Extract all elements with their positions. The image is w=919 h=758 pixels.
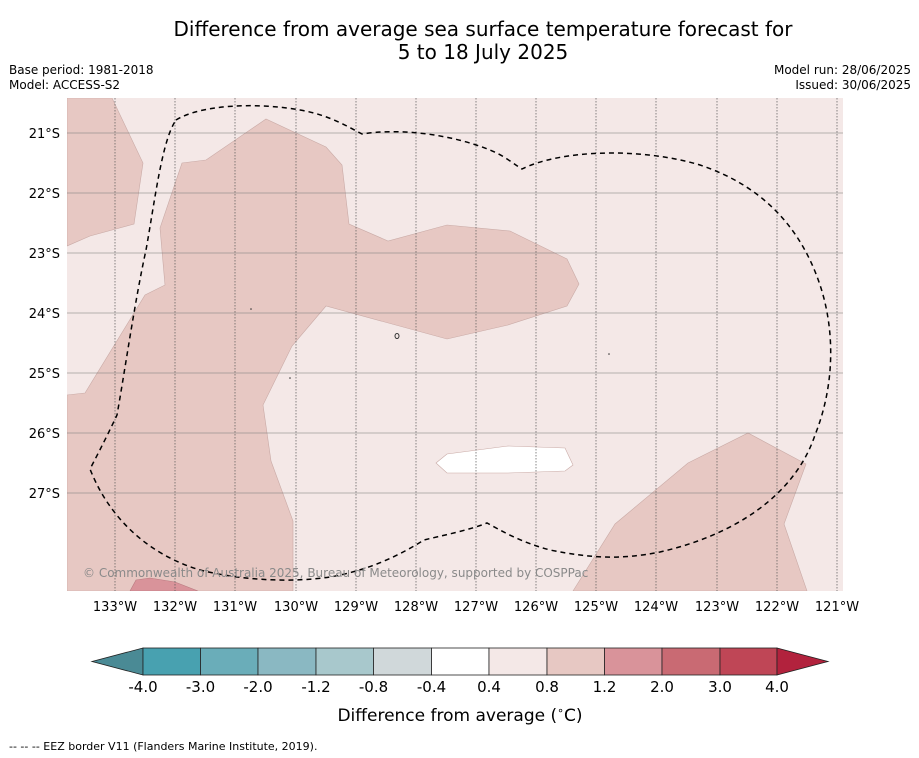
lat-label: 27°S	[29, 487, 60, 502]
colorbar-tick: 0.4	[477, 678, 501, 696]
lon-label: 122°W	[755, 600, 799, 615]
longitude-gridlines	[114, 98, 838, 591]
latitude-gridlines	[67, 132, 843, 494]
island	[608, 353, 610, 355]
colorbar-tick: -3.0	[186, 678, 215, 696]
colorbar-segment	[200, 647, 259, 676]
lon-label: 131°W	[213, 600, 257, 615]
island	[394, 333, 400, 339]
lon-label: 123°W	[695, 600, 739, 615]
model-text: Model: ACCESS-S2	[9, 78, 121, 92]
anomaly-region-southeast	[572, 432, 808, 591]
meta-left: Base period: 1981-2018 Model: ACCESS-S2	[9, 63, 154, 93]
near-average-region	[435, 445, 574, 474]
lon-label: 132°W	[153, 600, 197, 615]
copyright-text: © Commonwealth of Australia 2025, Bureau…	[83, 566, 588, 580]
colorbar-segment	[431, 647, 490, 676]
colorbar-extend-low	[90, 647, 144, 676]
colorbar	[90, 647, 830, 676]
anomaly-region-northwest	[67, 98, 144, 247]
colorbar-tick: 3.0	[708, 678, 732, 696]
base-period-text: Base period: 1981-2018	[9, 63, 154, 77]
anomaly-region-central	[67, 118, 580, 591]
anomaly-regions	[67, 98, 808, 591]
island	[250, 308, 252, 310]
colorbar-tick: -0.4	[417, 678, 446, 696]
lat-label: 26°S	[29, 427, 60, 442]
chart-title: Difference from average sea surface temp…	[0, 18, 919, 64]
lon-label: 125°W	[574, 600, 618, 615]
lon-label: 126°W	[514, 600, 558, 615]
footnote: -- -- -- EEZ border V11 (Flanders Marine…	[9, 740, 318, 753]
model-run-text: Model run: 28/06/2025	[773, 63, 911, 77]
colorbar-tick: 1.2	[593, 678, 617, 696]
longitude-labels: 133°W 132°W 131°W 130°W 129°W 128°W 127°…	[93, 600, 859, 615]
lon-label: 121°W	[815, 600, 859, 615]
lat-label: 24°S	[29, 307, 60, 322]
lat-label: 23°S	[29, 247, 60, 262]
colorbar-segment	[546, 647, 605, 676]
colorbar-segment	[661, 647, 721, 676]
colorbar-tick: -2.0	[243, 678, 272, 696]
colorbar-segment	[142, 647, 201, 676]
colorbar-extend-high	[776, 647, 830, 676]
colorbar-tick-labels: -4.0 -3.0 -2.0 -1.2 -0.8 -0.4 0.4 0.8 1.…	[128, 678, 789, 696]
colorbar-segment	[719, 647, 778, 676]
colorbar-segment	[488, 647, 548, 676]
lon-label: 124°W	[634, 600, 678, 615]
meta-right: Model run: 28/06/2025 Issued: 30/06/2025	[774, 63, 911, 93]
title-line-1: Difference from average sea surface temp…	[173, 17, 793, 41]
lon-label: 133°W	[93, 600, 137, 615]
latitude-labels: 21°S 22°S 23°S 24°S 25°S 26°S 27°S	[29, 127, 60, 502]
colorbar-tick: 0.8	[535, 678, 559, 696]
anomaly-region-southwest-warm	[129, 577, 199, 591]
lon-label: 127°W	[454, 600, 498, 615]
colorbar-segment	[257, 647, 317, 676]
colorbar-segment	[315, 647, 374, 676]
colorbar-tick: 4.0	[765, 678, 789, 696]
lat-label: 21°S	[29, 127, 60, 142]
colorbar-segment	[604, 647, 663, 676]
title-line-2: 5 to 18 July 2025	[397, 40, 569, 64]
lon-label: 129°W	[334, 600, 378, 615]
issued-text: Issued: 30/06/2025	[795, 78, 911, 92]
colorbar-tick: -0.8	[359, 678, 388, 696]
colorbar-segment	[373, 647, 432, 676]
island	[289, 377, 291, 379]
map-and-colorbar: © Commonwealth of Australia 2025, Bureau…	[29, 98, 859, 726]
colorbar-tick: -4.0	[128, 678, 157, 696]
lat-label: 25°S	[29, 367, 60, 382]
colorbar-label: Difference from average (∘C)	[337, 704, 582, 726]
colorbar-tick: -1.2	[301, 678, 330, 696]
lon-label: 128°W	[394, 600, 438, 615]
lat-label: 22°S	[29, 187, 60, 202]
lon-label: 130°W	[274, 600, 318, 615]
colorbar-tick: 2.0	[650, 678, 674, 696]
